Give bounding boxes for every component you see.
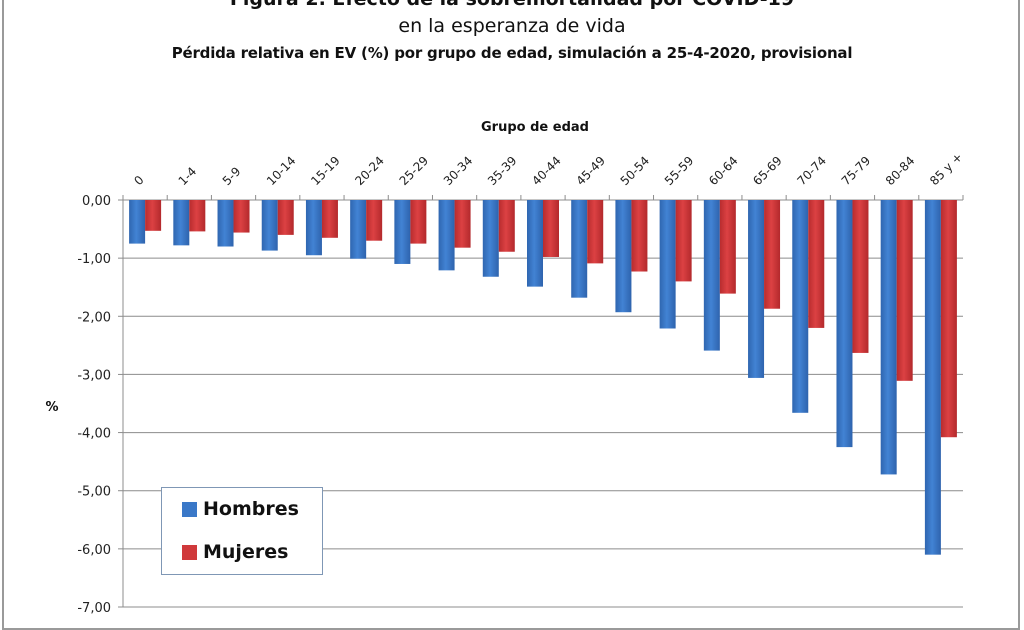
- y-tick-labels: 0,00 -1,00 -2,00 -3,00 -4,00 -5,00 -6,00 -7,00: [77, 194, 111, 614]
- x-tick-label: 1-4: [176, 164, 200, 188]
- x-axis-title: Grupo de edad: [481, 120, 589, 135]
- x-tick-label: 35-39: [485, 154, 520, 189]
- legend-label-mujeres: Mujeres: [203, 541, 289, 563]
- y-tick-label: -3,00: [77, 368, 111, 383]
- bar-hombres-15-19: [305, 200, 322, 256]
- x-tick-label: 50-54: [618, 154, 653, 189]
- x-tick-label: 80-84: [883, 154, 918, 189]
- x-tick-label: 85 y +: [927, 150, 965, 188]
- bar-mujeres-45-49: [587, 200, 604, 264]
- x-tick-labels: 0 1-4 5-9 10-14 15-19 20-24 25-29 30-34 35-39 40-…: [131, 150, 965, 188]
- bar-mujeres-20-24: [366, 200, 383, 241]
- bar-hombres-60-64: [703, 200, 720, 351]
- x-tick-label: 5-9: [220, 164, 244, 188]
- bar-hombres-70-74: [792, 200, 809, 413]
- bar-mujeres-85y+: [940, 200, 957, 438]
- bar-hombres-80-84: [880, 200, 897, 475]
- legend-label-hombres: Hombres: [203, 498, 299, 520]
- bar-hombres-20-24: [350, 200, 367, 259]
- x-tick-label: 75-79: [839, 154, 874, 189]
- x-tick-label: 10-14: [264, 154, 299, 189]
- chart-title-line2: en la esperanza de vida: [398, 15, 626, 37]
- legend: Hombres Mujeres: [161, 487, 323, 575]
- x-tick-label: 20-24: [352, 154, 387, 189]
- legend-item-mujeres: Mujeres: [182, 541, 288, 563]
- bar-mujeres-40-44: [543, 200, 559, 257]
- bar-mujeres-65-69: [764, 200, 781, 309]
- bar-hombres-85y+: [924, 200, 941, 555]
- x-tick-label: 15-19: [308, 154, 343, 189]
- bar-mujeres-50-54: [631, 200, 648, 272]
- bar-mujeres-80-84: [896, 200, 913, 381]
- bar-hombres-30-34: [438, 200, 455, 271]
- bar-mujeres-35-39: [498, 200, 515, 252]
- x-tick-label: 60-64: [706, 154, 741, 189]
- x-tick-label: 65-69: [750, 154, 785, 189]
- y-tick-label: -7,00: [77, 601, 111, 614]
- legend-swatch-hombres: [182, 501, 197, 517]
- bar-hombres-40-44: [527, 200, 543, 287]
- bar-hombres-10-14: [261, 200, 278, 251]
- y-axis-title: %: [45, 400, 58, 415]
- x-tick-label: 0: [131, 173, 146, 188]
- y-tick-label: -2,00: [77, 310, 111, 325]
- bar-hombres-25-29: [394, 200, 411, 264]
- bar-hombres-35-39: [482, 200, 499, 277]
- x-tick-label: 55-59: [662, 154, 697, 189]
- y-tick-label: 0,00: [82, 194, 111, 209]
- bars: [129, 200, 957, 555]
- bar-mujeres-55-59: [675, 200, 692, 282]
- x-tick-label: 40-44: [529, 154, 564, 189]
- chart-subtitle: Pérdida relativa en EV (%) por grupo de …: [171, 44, 853, 62]
- bar-mujeres-10-14: [277, 200, 294, 235]
- x-tick-label: 30-34: [441, 154, 476, 189]
- bar-hombres-75-79: [836, 200, 853, 448]
- bar-mujeres-70-74: [808, 200, 825, 328]
- bar-mujeres-5-9: [233, 200, 250, 233]
- bar-hombres-0: [129, 200, 146, 244]
- bar-hombres-5-9: [217, 200, 234, 247]
- bar-mujeres-60-64: [719, 200, 736, 294]
- bar-chart: 0,00-1,00-2,00-3,00-4,00-5,00-6,00-7,00 …: [45, 120, 965, 614]
- bar-hombres-45-49: [571, 200, 588, 298]
- chart-title: Figura 2. Efecto de la sobremortalidad p…: [0, 0, 1024, 10]
- x-tick-label: 25-29: [397, 154, 432, 189]
- bar-mujeres-75-79: [852, 200, 869, 353]
- y-tick-label: -6,00: [77, 543, 111, 558]
- bar-hombres-50-54: [615, 200, 632, 313]
- y-tick-label: -5,00: [77, 485, 111, 500]
- bar-mujeres-15-19: [321, 200, 338, 238]
- legend-item-hombres: Hombres: [182, 498, 299, 520]
- legend-swatch-mujeres: [182, 544, 197, 560]
- y-tick-label: -1,00: [77, 252, 111, 267]
- bar-mujeres-30-34: [454, 200, 471, 248]
- x-tick-label: 45-49: [573, 154, 608, 189]
- bar-hombres-65-69: [748, 200, 765, 378]
- bar-mujeres-0: [145, 200, 162, 231]
- y-tick-label: -4,00: [77, 427, 111, 442]
- bar-hombres-55-59: [659, 200, 676, 329]
- bar-mujeres-25-29: [410, 200, 427, 244]
- bar-mujeres-1-4: [189, 200, 206, 232]
- x-tick-label: 70-74: [794, 154, 829, 189]
- bar-hombres-1-4: [173, 200, 190, 246]
